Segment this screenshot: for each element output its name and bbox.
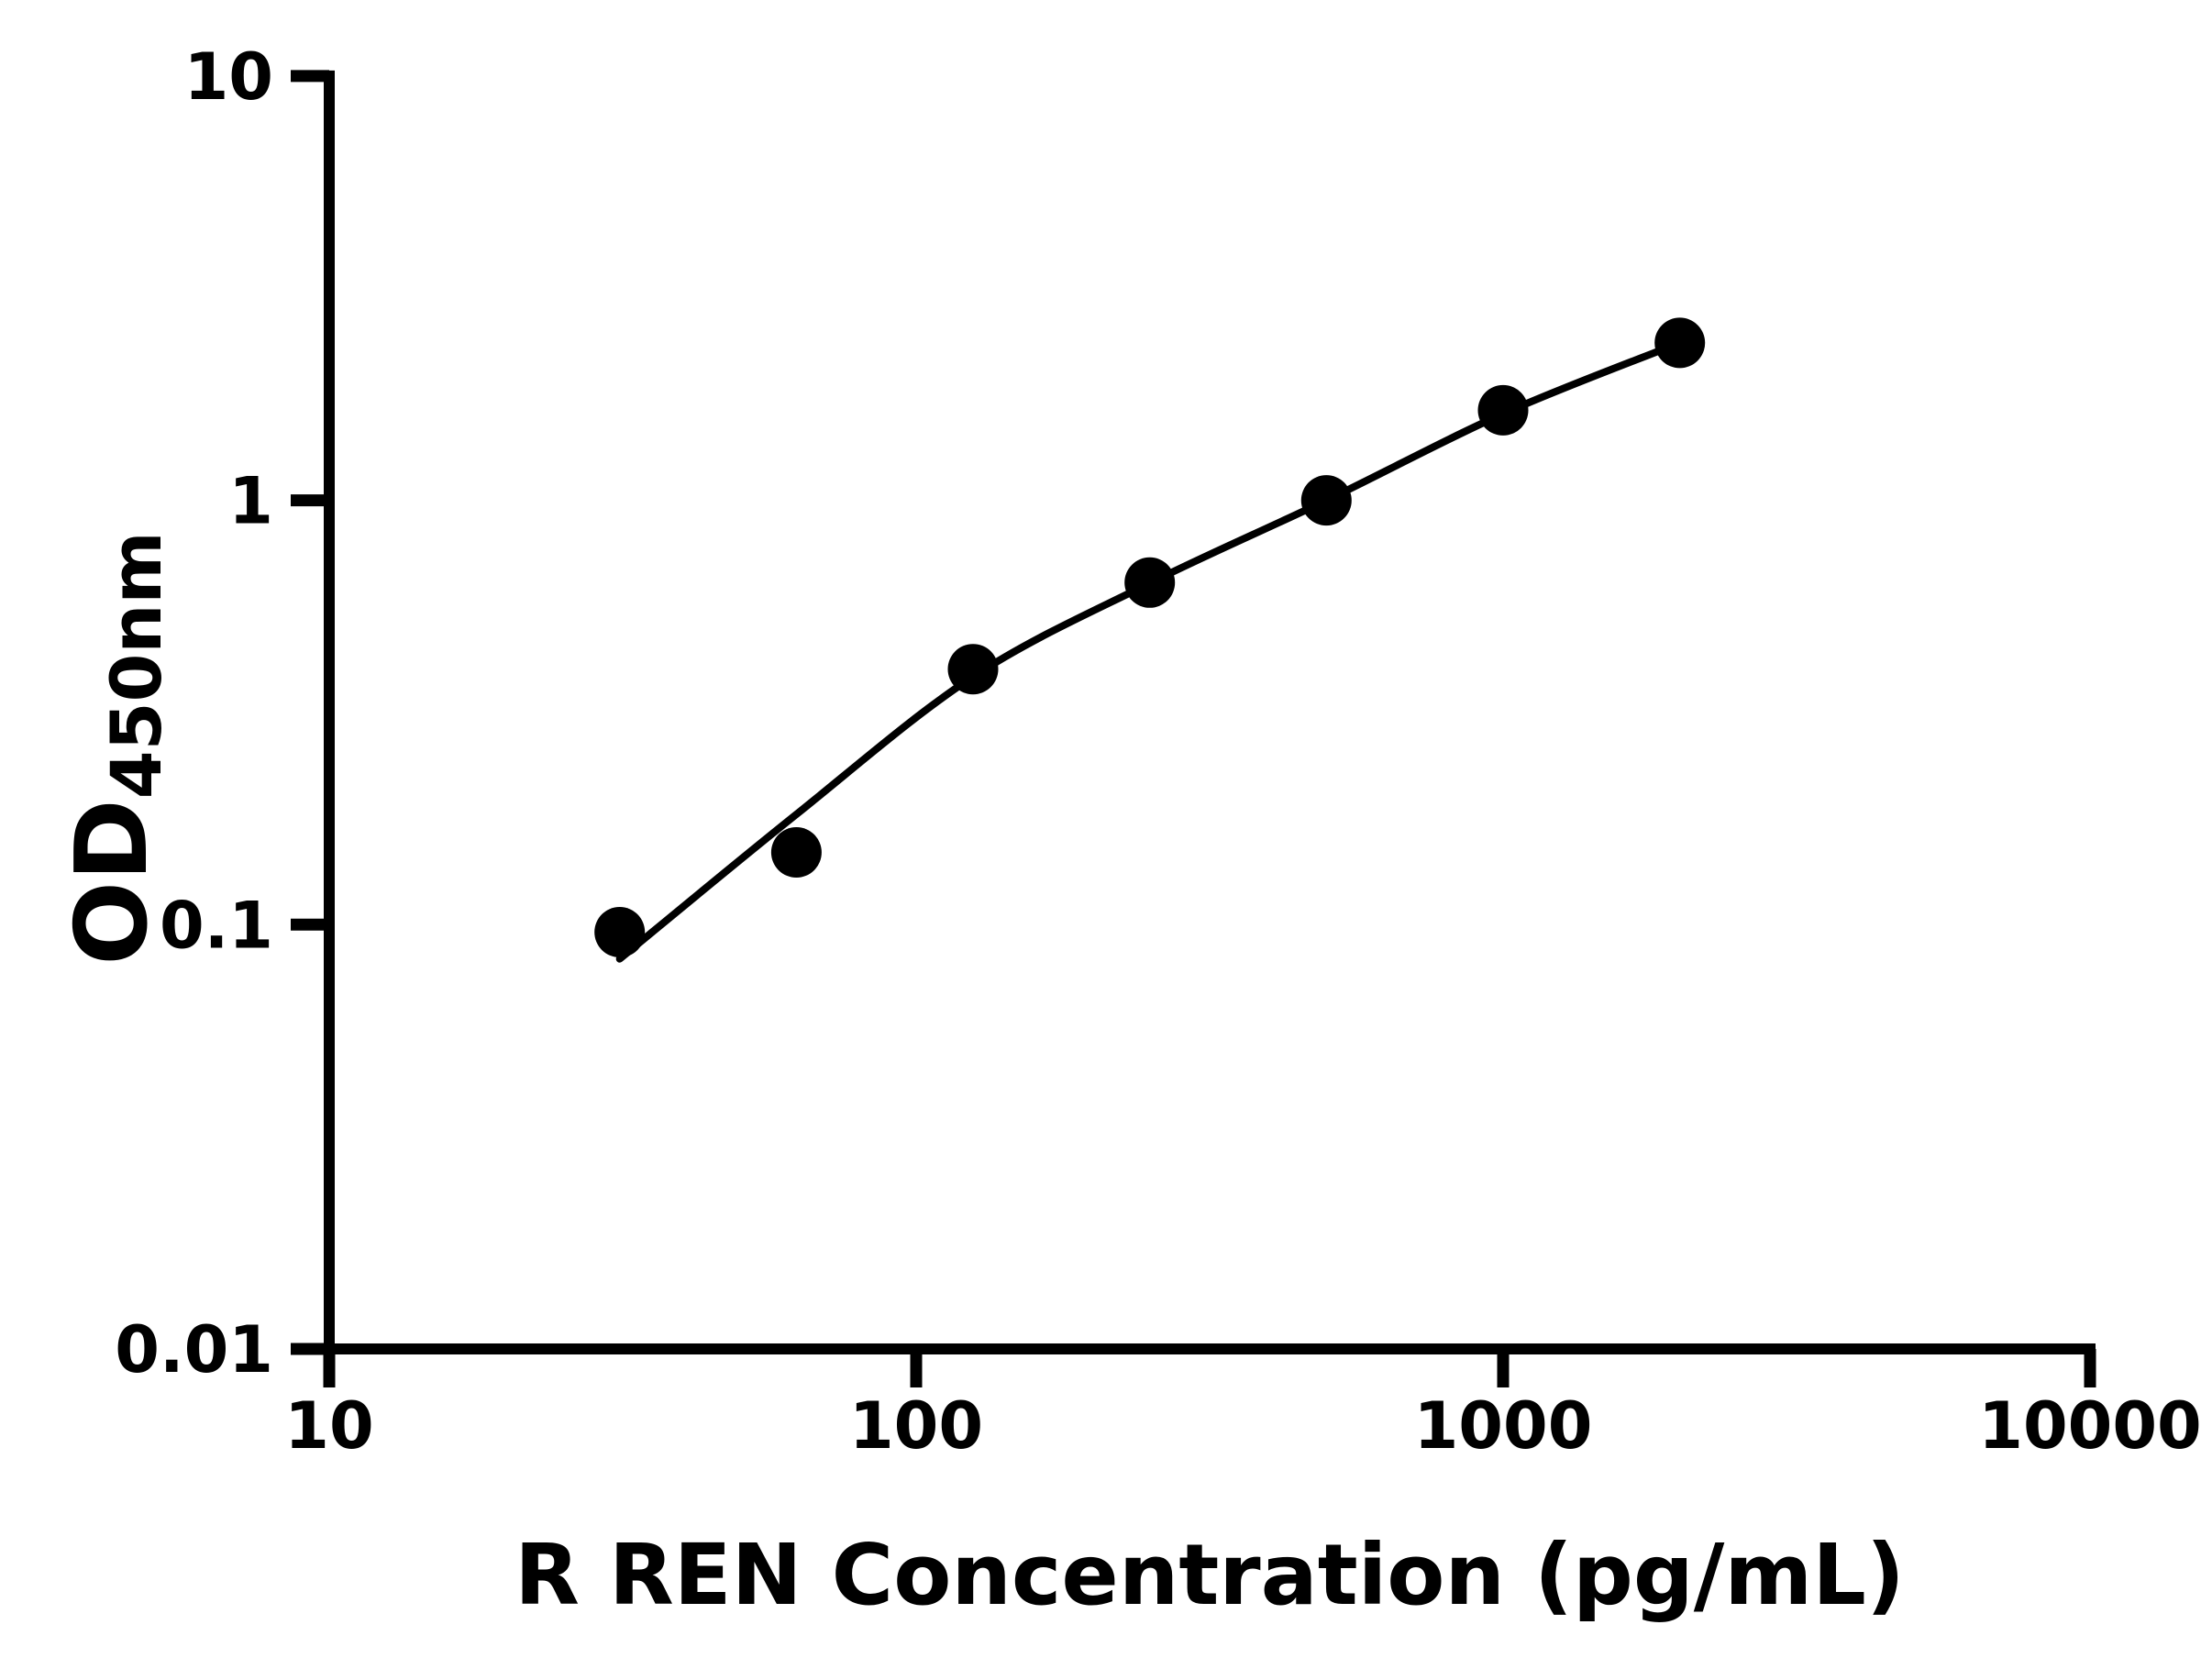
- y-tick-label: 0.1: [160, 888, 273, 963]
- y-tick-label: 0.01: [115, 1312, 273, 1387]
- x-axis-title: R REN Concentration (pg/mL): [514, 1526, 1905, 1624]
- elisa-standard-curve-figure: 10 1 0.1 0.01 10 100 1000 10000 R REN Concentra…: [37, 15, 2201, 1665]
- x-tick-label: 100: [849, 1388, 983, 1464]
- y-axis-title-subscript: 450nm: [95, 531, 177, 799]
- y-axis-title-main: OD: [55, 799, 170, 965]
- data-point-marker: [770, 827, 822, 878]
- data-point-marker: [1654, 317, 1706, 369]
- y-tick-label: 10: [184, 39, 273, 115]
- y-axis-title: OD450nm: [55, 531, 177, 965]
- axes-group: [324, 70, 2096, 1354]
- data-points-group: [594, 317, 1706, 957]
- data-point-marker: [947, 644, 999, 695]
- data-point-marker: [594, 907, 646, 957]
- x-tick-label: 1000: [1414, 1388, 1593, 1464]
- data-point-marker: [1124, 557, 1176, 608]
- data-point-marker: [1300, 475, 1352, 526]
- tick-marks-group: [291, 70, 2096, 1387]
- x-tick-label: 10: [284, 1388, 373, 1464]
- y-tick-label: 1: [228, 464, 273, 539]
- data-point-marker: [1477, 384, 1529, 436]
- x-tick-label: 10000: [1978, 1388, 2201, 1464]
